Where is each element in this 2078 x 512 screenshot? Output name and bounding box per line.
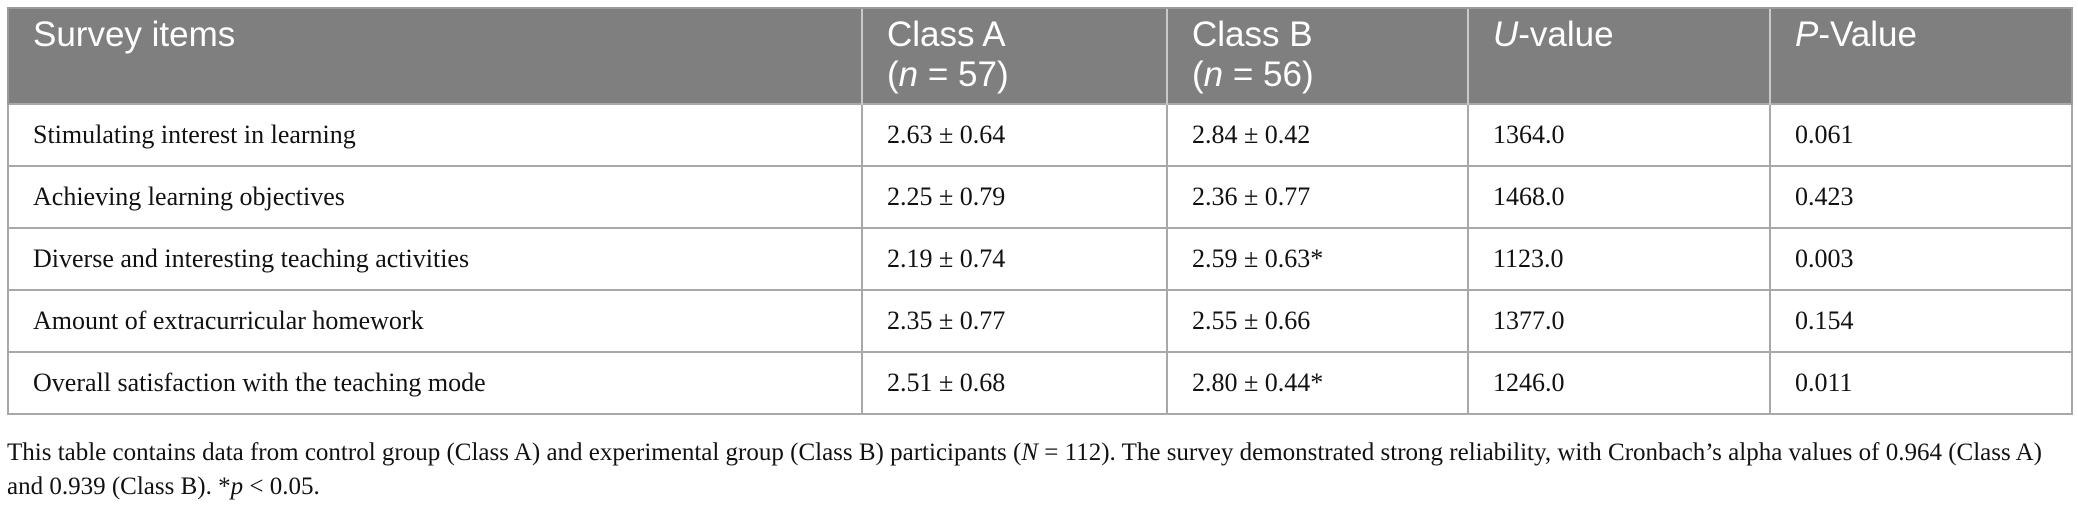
- table-cell: 0.061: [1769, 103, 2073, 167]
- header-text: n: [1203, 55, 1224, 94]
- header-text: = 56): [1223, 55, 1314, 94]
- table-cell: 1377.0: [1467, 289, 1771, 353]
- header-row: Survey items Class A (n = 57) Class B (n =…: [7, 7, 2073, 104]
- table-cell: 2.55 ± 0.66: [1166, 289, 1469, 353]
- header-text: (: [887, 55, 899, 94]
- footnote-text: = 112). The survey demonstrated strong r…: [7, 439, 2042, 500]
- table-cell: 2.25 ± 0.79: [861, 165, 1168, 229]
- footnote-text: < 0.05.: [243, 473, 320, 500]
- table-row: Achieving learning objectives 2.25 ± 0.79…: [7, 165, 2073, 229]
- table-cell: 0.423: [1769, 165, 2073, 229]
- header-cell: Class B (n = 56): [1166, 7, 1468, 104]
- row-label: Overall satisfaction with the teaching m…: [7, 351, 863, 415]
- table-cell: 1364.0: [1467, 103, 1771, 167]
- table-cell: 2.80 ± 0.44*: [1166, 351, 1469, 415]
- table-row: Overall satisfaction with the teaching m…: [7, 351, 2073, 415]
- table-row: Diverse and interesting teaching activit…: [7, 227, 2073, 291]
- header-text: (: [1192, 55, 1204, 94]
- footnote-text: p: [230, 473, 244, 500]
- header-text: -Value: [1818, 15, 1917, 54]
- header-cell: Survey items: [7, 7, 862, 104]
- header-cell: U-value: [1467, 7, 1770, 104]
- header-text: -value: [1518, 15, 1614, 54]
- table-row: Stimulating interest in learning 2.63 ± 0…: [7, 103, 2073, 167]
- row-label: Diverse and interesting teaching activit…: [7, 227, 863, 291]
- footnote: This table contains data from control gr…: [7, 436, 2075, 504]
- table-cell: 2.51 ± 0.68: [861, 351, 1168, 415]
- table-body: Stimulating interest in learning 2.63 ± 0…: [7, 103, 2073, 415]
- table-cell: 1468.0: [1467, 165, 1771, 229]
- table-cell: 2.35 ± 0.77: [861, 289, 1168, 353]
- table-cell: 0.003: [1769, 227, 2073, 291]
- table-cell: 1246.0: [1467, 351, 1771, 415]
- header-text: Class A: [887, 15, 1006, 54]
- table-header: Survey items Class A (n = 57) Class B (n =…: [7, 7, 2073, 104]
- header-text: U: [1493, 15, 1519, 54]
- table-cell: 2.36 ± 0.77: [1166, 165, 1469, 229]
- table-cell: 0.154: [1769, 289, 2073, 353]
- table-cell: 1123.0: [1467, 227, 1771, 291]
- table-cell: 2.59 ± 0.63*: [1166, 227, 1469, 291]
- footnote-text: This table contains data from control gr…: [7, 439, 1022, 466]
- header-text: Class B: [1192, 15, 1313, 54]
- header-cell: P-Value: [1769, 7, 2073, 104]
- row-label: Achieving learning objectives: [7, 165, 863, 229]
- table-row: Amount of extracurricular homework 2.35 ±…: [7, 289, 2073, 353]
- table-cell: 2.84 ± 0.42: [1166, 103, 1469, 167]
- row-label: Stimulating interest in learning: [7, 103, 863, 167]
- table-cell: 2.19 ± 0.74: [861, 227, 1168, 291]
- table-cell: 0.011: [1769, 351, 2073, 415]
- footnote-text: N: [1021, 439, 1039, 466]
- header-text: n: [898, 55, 919, 94]
- header-text: P: [1795, 15, 1819, 54]
- row-label: Amount of extracurricular homework: [7, 289, 863, 353]
- header-text: Survey items: [33, 15, 236, 54]
- table: Survey items Class A (n = 57) Class B (n =…: [7, 7, 2073, 415]
- header-text: = 57): [918, 55, 1009, 94]
- table-cell: 2.63 ± 0.64: [861, 103, 1168, 167]
- header-cell: Class A (n = 57): [861, 7, 1167, 104]
